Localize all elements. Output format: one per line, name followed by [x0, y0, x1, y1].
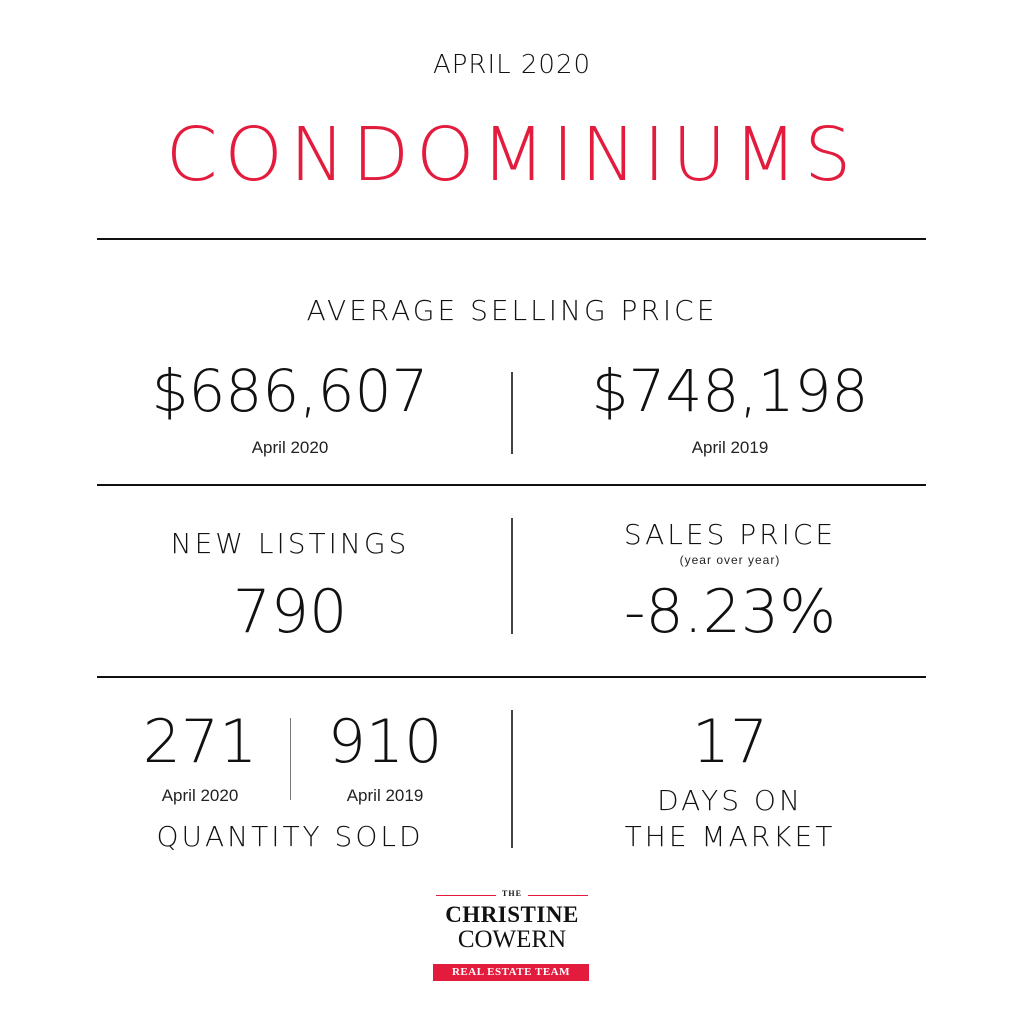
- quantity-sold-divider: [290, 718, 291, 800]
- new-listings-value: 790: [232, 577, 348, 647]
- listings-divider: [511, 518, 513, 634]
- quantity-sold-current-label: April 2020: [161, 786, 239, 805]
- sales-price-change-value: -8.23%: [623, 577, 837, 647]
- middle-divider-2: [97, 676, 926, 678]
- sales-price-heading: SALES PRICE: [623, 518, 837, 551]
- quantity-sold-current-value: 271: [142, 707, 258, 777]
- logo-the: THE: [502, 889, 522, 898]
- avg-price-previous-value: $748,198: [591, 357, 869, 425]
- top-divider: [97, 238, 926, 240]
- logo-name-line2: COWERN: [457, 926, 567, 953]
- quantity-sold-previous-value: 910: [327, 707, 443, 777]
- days-on-market-line1: DAYS ON: [657, 784, 803, 817]
- average-selling-price-heading: AVERAGE SELLING PRICE: [306, 294, 718, 327]
- brand-logo: THE CHRISTINE COWERN REAL ESTATE TEAM: [430, 888, 594, 988]
- days-on-market-value: 17: [691, 707, 769, 777]
- period-label: APRIL 2020: [432, 50, 592, 80]
- quantity-sold-heading: QUANTITY SOLD: [156, 820, 424, 853]
- logo-tagline: REAL ESTATE TEAM: [433, 964, 589, 981]
- new-listings-heading: NEW LISTINGS: [170, 527, 410, 560]
- avg-price-current-value: $686,607: [151, 357, 429, 425]
- category-title: CONDOMINIUMS: [165, 112, 859, 198]
- logo-rule-right: [528, 895, 588, 896]
- logo-name-line1: CHRISTINE: [445, 902, 579, 927]
- middle-divider-1: [97, 484, 926, 486]
- quantity-sold-previous-label: April 2019: [346, 786, 424, 805]
- bottom-divider: [511, 710, 513, 848]
- logo-rule-left: [436, 895, 496, 896]
- sales-price-subheading: (year over year): [679, 553, 781, 567]
- avg-price-current-label: April 2020: [251, 438, 329, 457]
- days-on-market-line2: THE MARKET: [624, 820, 836, 853]
- avg-price-previous-label: April 2019: [691, 438, 769, 457]
- avg-price-divider: [511, 372, 513, 454]
